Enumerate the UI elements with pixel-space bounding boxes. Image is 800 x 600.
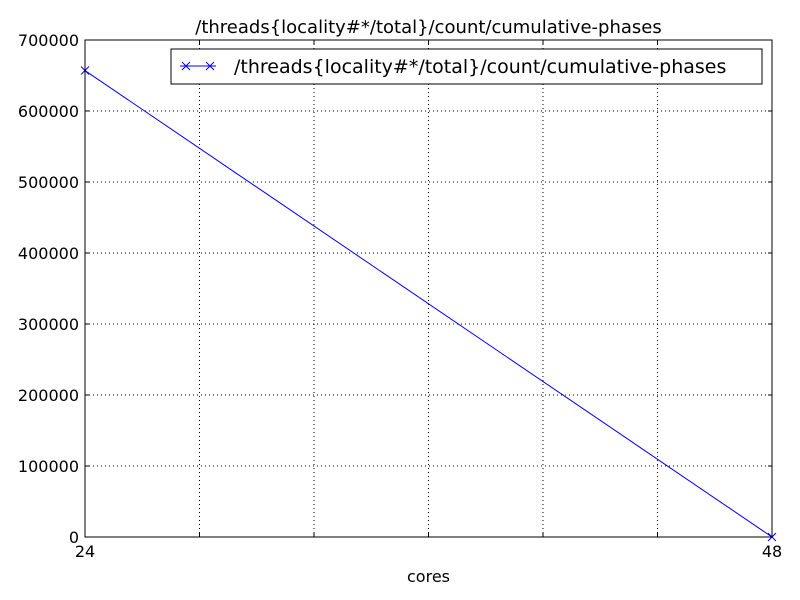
y-tick-label: 0 [69,528,79,547]
y-tick-label: 500000 [18,173,79,192]
chart-title: /threads{locality#*/total}/count/cumulat… [195,17,661,38]
y-tick-label: 400000 [18,244,79,263]
y-tick-label: 100000 [18,457,79,476]
series-layer [80,66,777,542]
legend-x-marker [181,61,215,71]
legend: /threads{locality#*/total}/count/cumulat… [170,48,763,85]
x-tick-label: 24 [75,542,95,561]
y-tick-label: 300000 [18,315,79,334]
y-tick-label: 200000 [18,386,79,405]
x-tick-label: 48 [762,542,782,561]
grid [85,40,772,537]
legend-box [170,48,763,85]
y-tick-label: 600000 [18,102,79,121]
ticks: 0 100000 200000 300000 400000 500000 600000 700… [18,31,782,561]
x-axis-label: cores [407,567,450,586]
series-line [84,70,773,538]
legend-label: /threads{locality#*/total}/count/cumulat… [234,56,726,78]
y-tick-label: 700000 [18,31,79,50]
